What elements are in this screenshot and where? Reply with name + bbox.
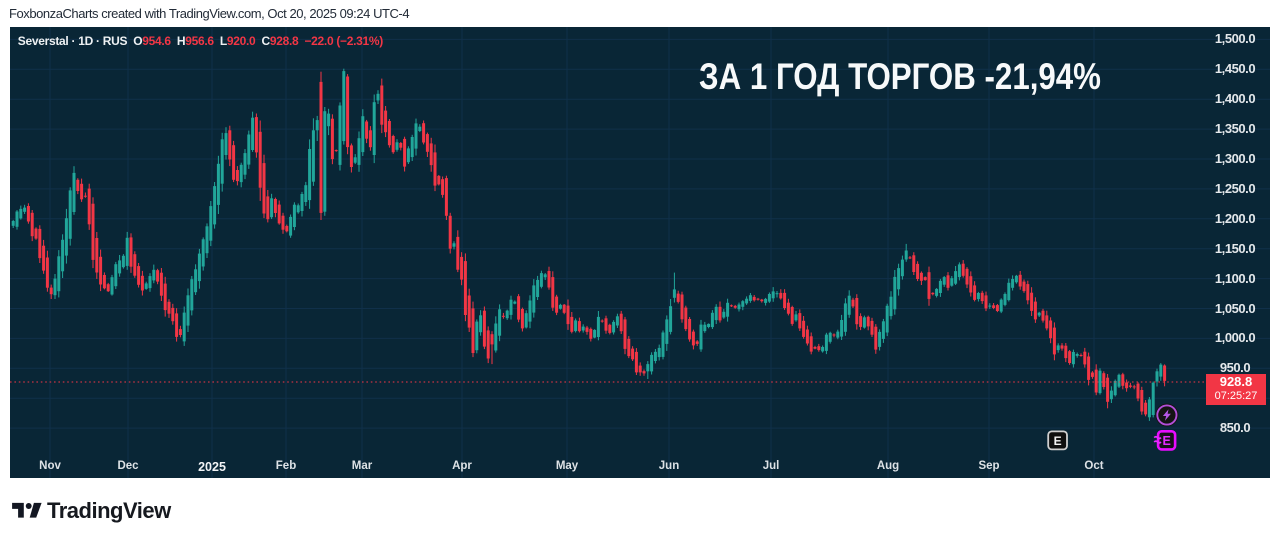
svg-text:E: E bbox=[1163, 434, 1171, 448]
svg-text:E: E bbox=[1054, 434, 1062, 448]
